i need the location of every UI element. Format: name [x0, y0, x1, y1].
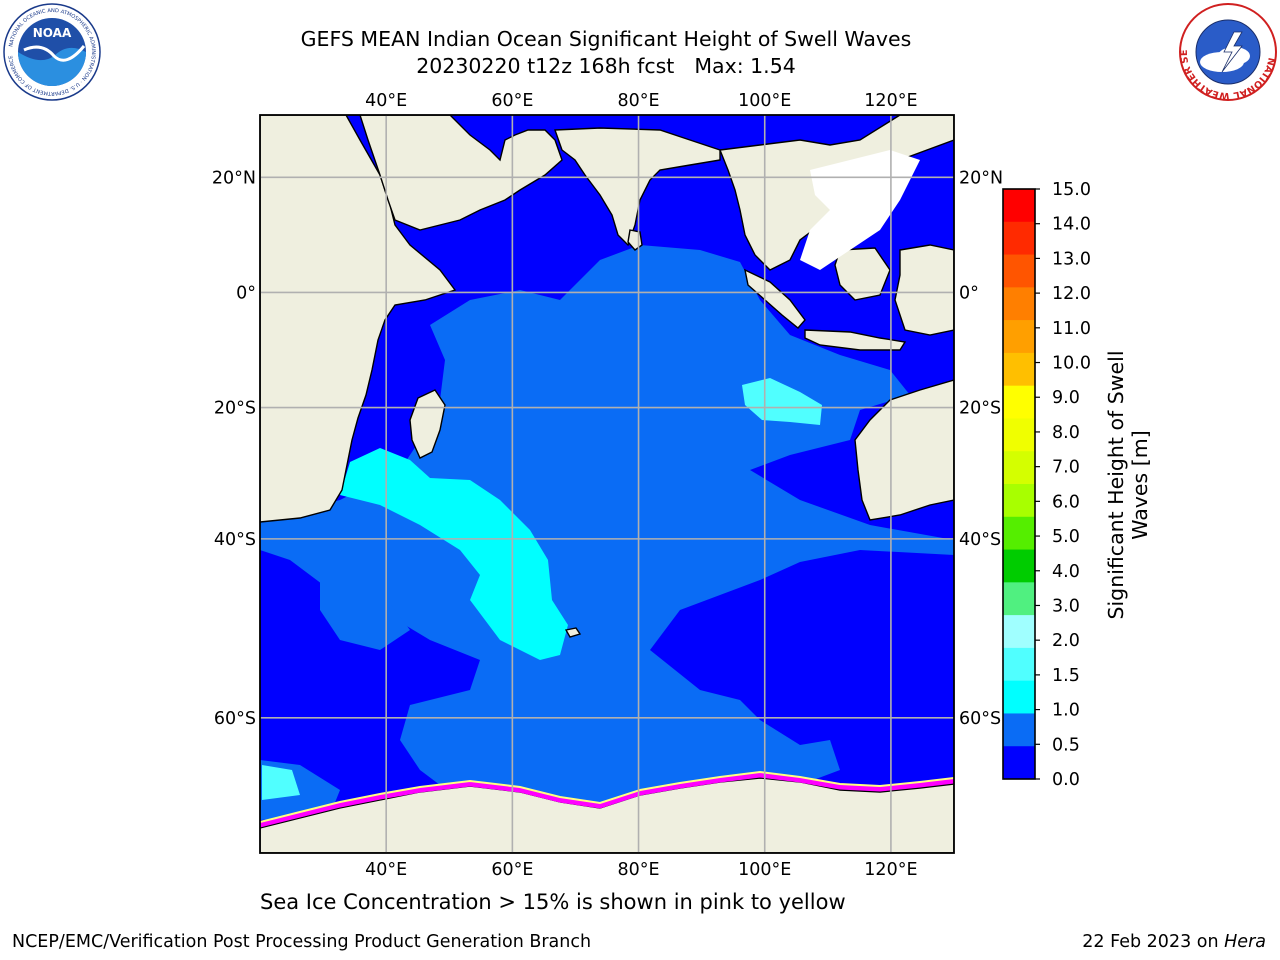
colorbar-tick-label: 15.0	[1052, 180, 1091, 200]
colorbar-tick-label: 0.5	[1052, 735, 1080, 755]
footer-date: 22 Feb 2023 on Hera	[1082, 932, 1266, 952]
australia	[854, 379, 954, 521]
footer-credit: NCEP/EMC/Verification Post Processing Pr…	[12, 932, 592, 952]
swell-zone-high-w	[262, 765, 300, 800]
colorbar-tick-label: 13.0	[1052, 249, 1091, 269]
lon-label-top: 80°E	[618, 91, 660, 111]
colorbar-frame	[1002, 188, 1036, 780]
sumatra	[744, 268, 806, 329]
map-panel	[260, 115, 954, 853]
colorbar-tick-label: 14.0	[1052, 215, 1091, 235]
colorbar-title: Significant Height of Swell Waves [m]	[1104, 350, 1152, 619]
lat-label-right: 20°S	[959, 399, 1001, 419]
colorbar-segment	[1003, 615, 1035, 649]
colorbar-tick-label: 5.0	[1052, 527, 1080, 547]
colorbar-tick-label: 2.0	[1052, 631, 1080, 651]
colorbar-segment	[1003, 385, 1035, 419]
colorbar-tick-label: 1.5	[1052, 666, 1080, 686]
land	[260, 115, 954, 853]
lat-label-right: 0°	[959, 283, 979, 303]
borneo-java	[804, 329, 907, 351]
india	[554, 127, 721, 247]
colorbar-tick-label: 7.0	[1052, 458, 1080, 478]
swell-zone-mid-w	[320, 580, 410, 650]
colorbar-segment	[1003, 647, 1035, 682]
sea-ice-caption: Sea Ice Concentration > 15% is shown in …	[260, 890, 846, 914]
lon-label-top: 120°E	[864, 91, 917, 111]
lat-label-right: 60°S	[959, 709, 1001, 729]
nws-logo-icon: NATIONAL WEATHER SERVICE	[1176, 2, 1277, 101]
colorbar-segment	[1003, 418, 1035, 452]
footer-host: Hera	[1224, 932, 1266, 952]
lat-label-left: 60°S	[214, 709, 256, 729]
map-frame	[259, 114, 955, 854]
max-label: Max: 1.54	[694, 54, 796, 78]
colorbar-segment	[1003, 516, 1035, 551]
lon-label-top: 40°E	[365, 91, 407, 111]
footer-date-text: 22 Feb 2023 on	[1082, 932, 1225, 952]
lat-label-left: 20°S	[214, 399, 256, 419]
lon-label-bottom: 120°E	[864, 860, 917, 880]
title-line-2: 20230220 t12z 168h fcst Max: 1.54	[256, 53, 956, 80]
chart-title: GEFS MEAN Indian Ocean Significant Heigh…	[256, 26, 956, 80]
colorbar-segment	[1003, 221, 1035, 256]
colorbar-tick-label: 12.0	[1052, 284, 1091, 304]
axis-labels: 40°E 40°E 60°E 60°E 80°E 80°E 100°E 100°E 120°E 1…	[212, 91, 1003, 880]
colorbar-segment	[1003, 352, 1035, 387]
colorbar-tick-label: 4.0	[1052, 562, 1080, 582]
lat-label-right: 20°N	[959, 168, 1003, 188]
colorbar-tick-label: 1.0	[1052, 701, 1080, 721]
colorbar-segment	[1003, 549, 1035, 583]
arabia	[359, 115, 563, 231]
colorbar-tick-label: 0.0	[1052, 770, 1080, 790]
colorbar-tick-label: 11.0	[1052, 319, 1091, 339]
colorbar-segment	[1003, 680, 1035, 714]
colorbar-title-line-1: Significant Height of Swell	[1104, 350, 1128, 620]
swell-zone-high-sw	[340, 448, 568, 660]
colorbar-title-line-2: Waves [m]	[1128, 430, 1152, 540]
noaa-logo-text: NOAA	[33, 26, 72, 40]
colorbar: 15.0 14.0 13.0 12.0 11.0 10.0 9.0 8.0 7.0 6.0 5.0 4…	[1002, 180, 1091, 790]
lat-label-left: 20°N	[212, 168, 256, 188]
masked-area	[800, 150, 920, 270]
colorbar-tick-label: 10.0	[1052, 354, 1091, 374]
lon-label-top: 100°E	[738, 91, 791, 111]
colorbar-segment	[1003, 287, 1035, 321]
sea-ice-edge	[260, 772, 954, 828]
borneo	[834, 247, 891, 301]
colorbar-tick-label: 9.0	[1052, 388, 1080, 408]
kerguelen	[564, 627, 582, 638]
lon-label-bottom: 80°E	[618, 860, 660, 880]
colorbar-segment	[1003, 582, 1035, 616]
sea-ice-edge-yellow	[260, 770, 954, 823]
colorbar-tick-label: 6.0	[1052, 492, 1080, 512]
lon-label-bottom: 100°E	[738, 860, 791, 880]
title-line-1: GEFS MEAN Indian Ocean Significant Heigh…	[300, 27, 912, 51]
indonesia-east	[894, 244, 954, 336]
lon-label-bottom: 60°E	[491, 860, 533, 880]
colorbar-segment	[1003, 320, 1035, 354]
gridlines	[260, 115, 954, 853]
lon-label-bottom: 40°E	[365, 860, 407, 880]
colorbar-segment	[1003, 189, 1035, 223]
colorbar-tick-label: 8.0	[1052, 423, 1080, 443]
colorbar-segment	[1003, 746, 1035, 780]
lat-label-left: 0°	[236, 283, 256, 303]
lat-label-left: 40°S	[214, 530, 256, 550]
noaa-logo-icon: NOAA NATIONAL OCEANIC AND ATMOSPHERIC AD…	[3, 3, 101, 101]
colorbar-segment	[1003, 484, 1035, 518]
colorbar-segment	[1003, 713, 1035, 747]
swell-zone-high-e	[742, 378, 822, 425]
run-label: 20230220 t12z 168h fcst	[416, 54, 675, 78]
colorbar-tick-label: 3.0	[1052, 596, 1080, 616]
lat-label-right: 40°S	[959, 530, 1001, 550]
lon-label-top: 60°E	[491, 91, 533, 111]
colorbar-segment	[1003, 254, 1035, 288]
colorbar-segment	[1003, 451, 1035, 485]
